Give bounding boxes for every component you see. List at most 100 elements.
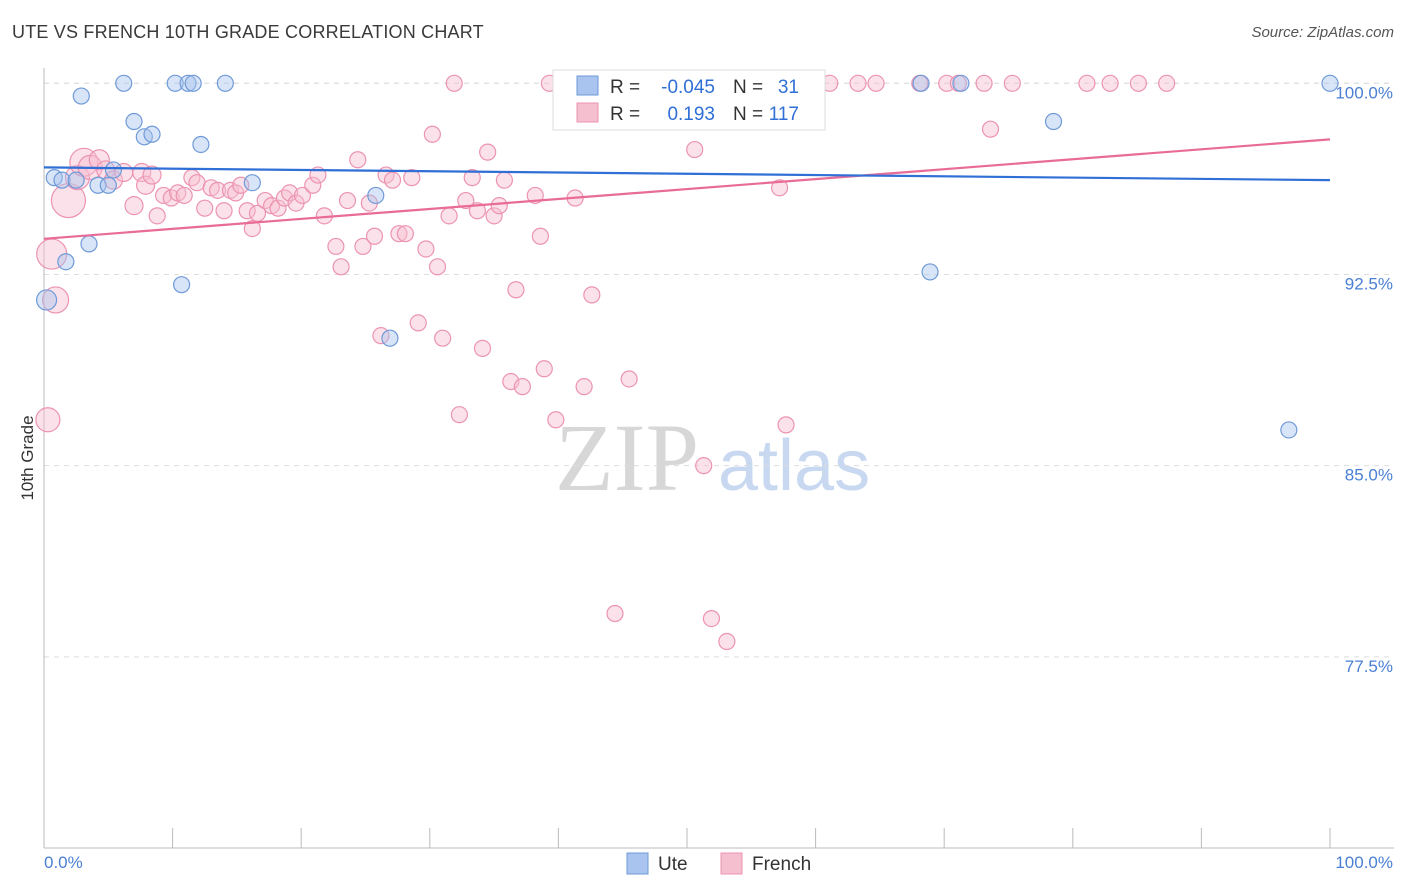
french-point: [304, 176, 322, 194]
french-point: [269, 199, 287, 217]
bottom-legend-swatch-ute: [626, 852, 649, 875]
ute-point: [115, 74, 133, 92]
ute-point: [57, 253, 75, 271]
stats-legend: R = -0.045 N = 31 R = 0.193 N = 117: [552, 69, 826, 131]
french-point: [981, 120, 1000, 138]
french-point: [531, 227, 549, 245]
french-point: [1078, 74, 1096, 92]
watermark-zip: ZIP: [555, 404, 699, 511]
ute-point: [1044, 112, 1063, 131]
french-point: [547, 411, 565, 429]
french-point: [403, 169, 421, 187]
y-axis-label: 10th Grade: [18, 415, 37, 500]
french-point: [428, 258, 447, 276]
ute-point: [216, 74, 234, 92]
french-point: [479, 143, 497, 161]
french-point: [281, 184, 299, 202]
french-point: [390, 225, 408, 243]
french-point: [513, 378, 531, 396]
french-point: [1003, 74, 1021, 92]
legend-r-label-french: R =: [610, 104, 640, 125]
french-point: [606, 604, 624, 623]
french-point: [209, 181, 227, 199]
french-point: [409, 314, 427, 332]
french-point: [507, 281, 525, 299]
french-trend-line: [43, 138, 1331, 240]
x-tick-label-min: 0.0%: [44, 853, 83, 872]
french-point: [148, 207, 166, 225]
y-tick-label: 77.5%: [1345, 657, 1393, 676]
french-point: [702, 609, 721, 628]
french-point: [583, 286, 601, 304]
french-point: [238, 202, 256, 220]
ute-point: [99, 176, 117, 194]
ute-trend-line: [43, 166, 1331, 182]
french-point: [124, 196, 144, 216]
french-point: [450, 406, 468, 424]
bottom-legend-label-ute: Ute: [658, 854, 688, 875]
legend-swatch-ute: [576, 75, 599, 96]
x-tick-label-max: 100.0%: [1335, 853, 1393, 872]
french-point: [332, 258, 350, 276]
french-point: [1158, 74, 1176, 92]
french-point: [327, 237, 345, 256]
ute-point: [72, 87, 90, 105]
ute-point: [912, 74, 930, 92]
series-legend: Ute French: [626, 852, 811, 875]
ute-point: [1280, 421, 1298, 439]
source-label: Source: ZipAtlas.com: [1251, 24, 1394, 41]
french-point: [535, 360, 553, 378]
legend-n-value-ute: 31: [778, 77, 799, 98]
ute-point: [179, 74, 197, 92]
french-point: [490, 197, 508, 215]
french-point: [463, 169, 481, 187]
french-point: [215, 202, 233, 220]
ute-point: [125, 112, 143, 131]
french-point: [349, 151, 367, 169]
chart-title: UTE VS FRENCH 10TH GRADE CORRELATION CHA…: [12, 22, 484, 42]
french-point: [88, 149, 110, 171]
french-point: [718, 632, 736, 651]
ute-point: [921, 263, 939, 281]
axes: [43, 68, 1394, 849]
french-point: [383, 171, 402, 189]
ute-point: [173, 276, 191, 294]
french-point: [243, 219, 261, 238]
french-point: [457, 191, 475, 210]
y-tick-label: 100.0%: [1335, 83, 1393, 102]
french-point: [575, 378, 593, 396]
french-point: [396, 225, 414, 243]
french-point: [867, 74, 885, 92]
ute-point: [243, 174, 261, 192]
french-point: [620, 370, 638, 388]
french-point: [41, 286, 70, 314]
french-point: [468, 202, 486, 220]
french-point: [495, 171, 513, 189]
french-point: [338, 191, 357, 210]
french-point: [135, 175, 156, 195]
ute-point: [367, 186, 385, 205]
french-point: [354, 237, 372, 256]
ute-point: [192, 135, 210, 154]
french-point: [777, 416, 795, 434]
french-point: [849, 74, 867, 92]
french-point: [175, 186, 193, 205]
legend-n-label-french: N =: [733, 104, 763, 125]
french-point: [440, 207, 458, 225]
legend-swatch-french: [576, 102, 599, 123]
ute-point: [53, 171, 71, 189]
legend-r-label-ute: R =: [610, 77, 640, 98]
french-point: [975, 74, 993, 92]
french-point: [485, 207, 503, 225]
ute-point: [381, 329, 399, 347]
legend-r-value-french: 0.193: [667, 104, 715, 125]
french-point: [35, 407, 61, 433]
french-point: [695, 457, 713, 475]
bottom-legend-label-french: French: [752, 854, 811, 875]
french-point: [473, 339, 492, 357]
ute-point: [80, 235, 98, 253]
ute-point: [35, 289, 58, 311]
french-point: [423, 125, 441, 143]
french-point: [365, 227, 384, 245]
